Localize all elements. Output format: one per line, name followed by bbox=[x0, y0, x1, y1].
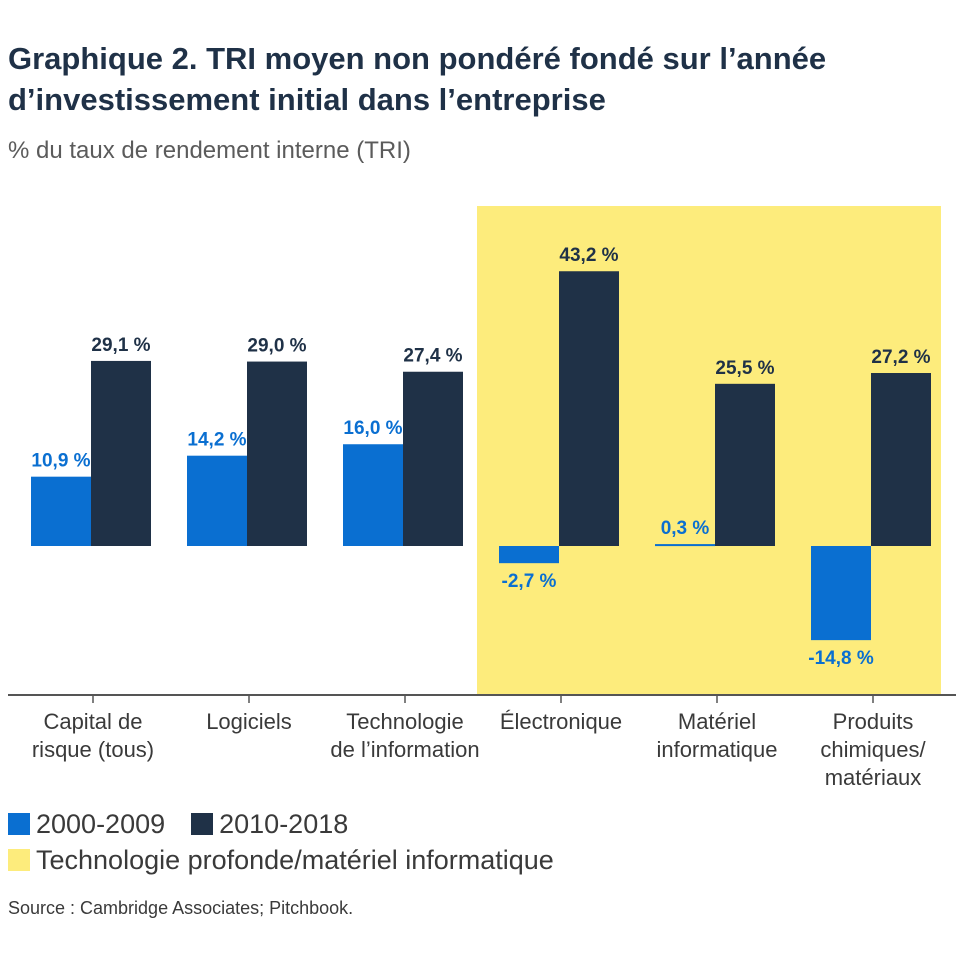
data-label-2000-2009-4: 0,3 % bbox=[661, 518, 710, 539]
legend: 2000-2009 2010-2018 Technologie profonde… bbox=[8, 806, 580, 878]
bar-2010-2018-2 bbox=[403, 371, 463, 546]
legend-label-highlight: Technologie profonde/matériel informatiq… bbox=[36, 844, 554, 875]
legend-item-2000-2009: 2000-2009 bbox=[8, 809, 165, 840]
data-label-2000-2009-1: 14,2 % bbox=[187, 430, 246, 451]
data-label-2010-2018-5: 27,2 % bbox=[871, 347, 930, 368]
legend-label-2000-2009: 2000-2009 bbox=[36, 808, 166, 839]
bar-2010-2018-0 bbox=[91, 360, 151, 546]
legend-row-series: 2000-2009 2010-2018 bbox=[8, 806, 580, 842]
legend-item-highlight: Technologie profonde/matériel informatiq… bbox=[8, 845, 554, 876]
data-label-2010-2018-0: 29,1 % bbox=[91, 335, 150, 356]
legend-swatch-highlight bbox=[8, 849, 30, 871]
data-label-2010-2018-1: 29,0 % bbox=[247, 336, 306, 357]
data-label-2000-2009-0: 10,9 % bbox=[31, 451, 90, 472]
data-label-2010-2018-4: 25,5 % bbox=[715, 358, 774, 379]
data-label-2000-2009-2: 16,0 % bbox=[343, 418, 402, 439]
x-tick-label-1-0: Logiciels bbox=[206, 709, 292, 734]
x-tick-label-4-0: Matériel bbox=[678, 709, 756, 734]
x-tick-label-2-0: Technologie bbox=[346, 709, 463, 734]
chart-subtitle: % du taux de rendement interne (TRI) bbox=[8, 137, 411, 164]
bar-2000-2009-5 bbox=[811, 546, 871, 641]
x-tick-label-2-1: de l’information bbox=[330, 737, 479, 762]
bar-2010-2018-1 bbox=[247, 361, 307, 546]
bar-2010-2018-5 bbox=[871, 373, 931, 546]
data-label-2000-2009-5: -14,8 % bbox=[808, 648, 874, 669]
bar-2000-2009-1 bbox=[187, 455, 247, 546]
bar-chart: 10,9 % 29,1 % Capital de risque (tous) 14,2 … bbox=[8, 206, 956, 790]
x-tick-label-5-1: chimiques/ bbox=[820, 737, 926, 762]
legend-label-2010-2018: 2010-2018 bbox=[219, 808, 349, 839]
chart-title: Graphique 2. TRI moyen non pondéré fondé… bbox=[8, 41, 827, 117]
x-tick-label-5-2: matériaux bbox=[825, 765, 922, 790]
bar-2010-2018-3 bbox=[559, 271, 619, 546]
bar-2000-2009-3 bbox=[499, 546, 559, 564]
x-tick-label-0-1: risque (tous) bbox=[32, 737, 154, 762]
data-label-2010-2018-2: 27,4 % bbox=[403, 346, 462, 367]
legend-swatch-2010-2018 bbox=[191, 813, 214, 835]
data-label-2010-2018-3: 43,2 % bbox=[559, 245, 618, 266]
bar-2010-2018-4 bbox=[715, 383, 775, 546]
legend-item-2010-2018: 2010-2018 bbox=[191, 809, 348, 840]
legend-swatch-2000-2009 bbox=[8, 813, 30, 835]
x-tick-label-0-0: Capital de bbox=[43, 709, 142, 734]
bar-2000-2009-0 bbox=[31, 476, 91, 546]
bar-2000-2009-4 bbox=[655, 544, 715, 547]
data-label-2000-2009-3: -2,7 % bbox=[502, 571, 557, 592]
x-tick-label-5-0: Produits bbox=[833, 709, 914, 734]
source-note: Source : Cambridge Associates; Pitchbook… bbox=[8, 898, 354, 918]
x-tick-label-3-0: Électronique bbox=[500, 709, 622, 734]
x-tick-label-4-1: informatique bbox=[656, 737, 777, 762]
bar-2000-2009-2 bbox=[343, 444, 403, 546]
legend-row-highlight: Technologie profonde/matériel informatiq… bbox=[8, 842, 580, 878]
